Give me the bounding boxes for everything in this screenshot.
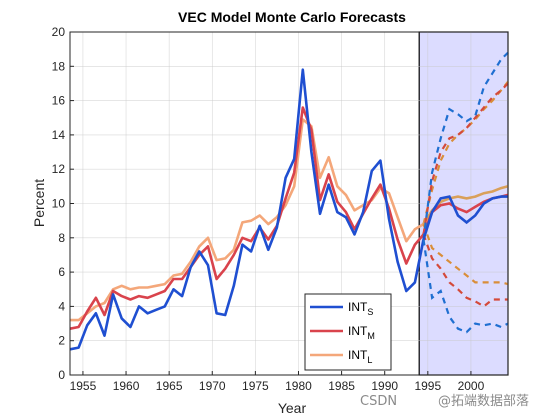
x-tick-label: 2000 <box>458 379 485 393</box>
x-tick-label: 1985 <box>328 379 355 393</box>
x-tick-label: 1955 <box>70 379 97 393</box>
legend: INTS INTM INTL <box>304 293 392 371</box>
watermark: CSDN @拓端数据部落 <box>360 394 529 409</box>
y-tick-label: 16 <box>52 94 66 108</box>
y-tick-label: 10 <box>52 197 66 211</box>
y-axis: 0 2 4 6 8 10 12 14 16 18 20 <box>52 25 74 382</box>
legend-label: INTL <box>348 348 372 365</box>
legend-label: INTM <box>348 324 375 341</box>
watermark-left: CSDN <box>360 394 397 409</box>
forecast-lower-band <box>422 223 509 286</box>
forecast-upper-band <box>422 51 509 240</box>
series-layer <box>69 51 509 351</box>
y-tick-label: 2 <box>58 334 65 348</box>
y-axis-label: Percent <box>31 179 47 227</box>
x-axis-label: Year <box>278 400 307 416</box>
y-tick-label: 14 <box>52 128 66 142</box>
x-tick-label: 1990 <box>371 379 398 393</box>
x-tick-label: 1995 <box>414 379 441 393</box>
x-tick-label: 1980 <box>285 379 312 393</box>
y-tick-label: 20 <box>52 25 66 39</box>
forecast-lower-band <box>422 234 508 308</box>
x-tick-label: 1965 <box>156 379 183 393</box>
chart-title: VEC Model Monte Carlo Forecasts <box>178 9 406 25</box>
x-axis: 1955 1960 1965 1970 1975 1980 1985 1990 1995 2000 <box>70 371 485 393</box>
series-int-s <box>69 68 425 351</box>
y-tick-label: 0 <box>58 368 65 382</box>
watermark-right: @拓端数据部落 <box>438 394 529 409</box>
x-tick-label: 1960 <box>113 379 140 393</box>
y-tick-label: 6 <box>58 265 65 279</box>
y-tick-label: 4 <box>58 299 65 313</box>
series-line-history <box>69 68 425 351</box>
x-tick-label: 1970 <box>199 379 226 393</box>
legend-label: INTS <box>348 300 373 317</box>
forecast-lower-band <box>422 239 509 334</box>
y-tick-label: 8 <box>58 231 65 245</box>
forecast-mean <box>422 195 508 240</box>
forecast-int-s <box>422 51 509 334</box>
forecast-upper-band <box>422 81 509 225</box>
x-tick-label: 1975 <box>242 379 269 393</box>
y-tick-label: 18 <box>52 59 66 73</box>
y-tick-label: 12 <box>52 162 66 176</box>
